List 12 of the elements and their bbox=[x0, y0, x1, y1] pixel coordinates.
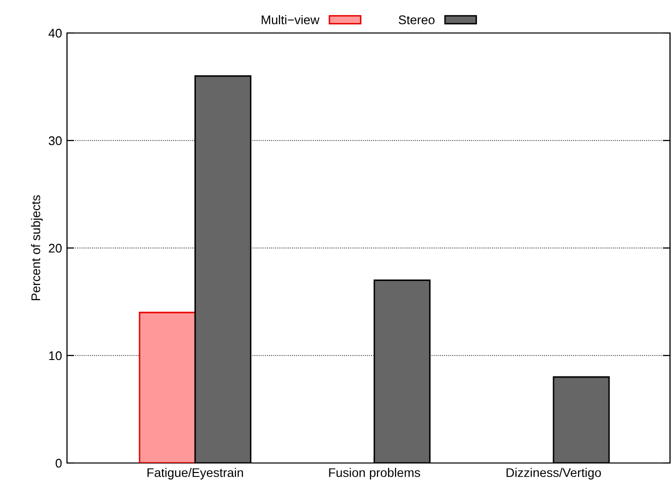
y-tick-label: 20 bbox=[48, 244, 62, 253]
y-axis-title: Percent of subjects bbox=[31, 195, 43, 300]
y-tick-label: 0 bbox=[56, 458, 62, 468]
bar bbox=[138, 312, 196, 463]
y-tick-label: 40 bbox=[48, 28, 62, 38]
x-tick-label: Fatigue/Eyestrain bbox=[148, 468, 243, 480]
y-tick-label: 30 bbox=[48, 136, 62, 146]
x-tick-label: Dizziness/Vertigo bbox=[506, 468, 601, 480]
x-tick-label: Fusion problems bbox=[329, 468, 420, 480]
y-tick-label: 10 bbox=[49, 351, 62, 360]
legend-label: Multi−view bbox=[262, 15, 320, 24]
legend-label: Stereo bbox=[398, 15, 434, 24]
